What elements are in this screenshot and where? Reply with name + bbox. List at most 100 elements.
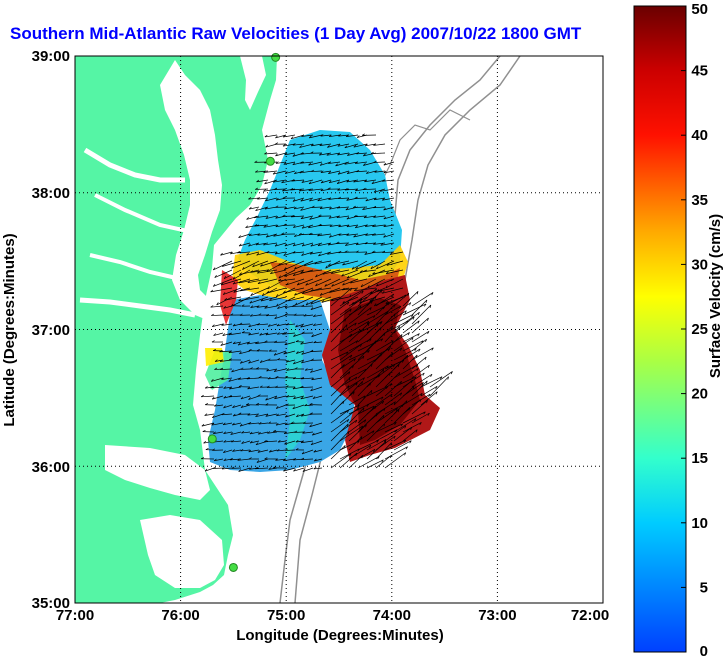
velocity-arrow: [309, 215, 323, 220]
velocity-arrow: [259, 359, 269, 363]
velocity-arrow: [329, 224, 341, 227]
velocity-arrow: [383, 206, 395, 211]
velocity-arrow-head: [257, 394, 261, 397]
velocity-arrow: [239, 242, 251, 247]
velocity-arrow-head: [406, 355, 409, 359]
velocity-arrow: [393, 364, 418, 379]
y-tick-label: 38:00: [32, 185, 70, 202]
velocity-arrow: [411, 364, 430, 379]
velocity-arrow: [265, 395, 278, 401]
velocity-arrow-head: [255, 442, 259, 446]
velocity-arrow-head: [337, 188, 341, 191]
velocity-arrow-head: [361, 381, 363, 385]
velocity-arrow-head: [360, 298, 363, 302]
velocity-arrow-head: [380, 290, 382, 294]
velocity-arrow-head: [368, 274, 371, 277]
velocity-arrow-head: [298, 188, 302, 192]
velocity-arrow-head: [302, 431, 306, 434]
velocity-arrow: [294, 260, 314, 270]
velocity-arrow-head: [353, 358, 356, 362]
velocity-arrow-head: [294, 171, 297, 175]
velocity-arrow: [239, 350, 251, 355]
colorbar-tick-label: 20: [691, 386, 708, 403]
velocity-arrow: [256, 305, 269, 308]
velocity-arrow: [310, 296, 332, 305]
velocity-arrow-head: [393, 401, 396, 405]
velocity-arrow-head: [213, 349, 217, 351]
velocity-arrow: [393, 386, 415, 406]
velocity-arrow: [344, 143, 359, 149]
velocity-arrow-head: [237, 458, 241, 461]
velocity-arrow-head: [363, 163, 366, 166]
velocity-arrow-head: [321, 300, 325, 303]
velocity-arrow: [331, 278, 350, 287]
velocity-arrow: [372, 269, 395, 275]
velocity-arrow: [205, 386, 215, 389]
velocity-arrow-head: [240, 396, 244, 400]
velocity-arrow: [357, 405, 375, 415]
velocity-arrow: [278, 269, 296, 279]
velocity-arrow: [201, 422, 215, 427]
velocity-arrow-head: [267, 431, 271, 434]
velocity-arrow: [214, 404, 224, 407]
velocity-arrow: [372, 224, 386, 228]
velocity-arrow-head: [305, 302, 309, 306]
velocity-arrow: [304, 404, 314, 407]
velocity-arrow: [291, 215, 305, 218]
velocity-arrow-head: [346, 216, 350, 220]
velocity-arrow-head: [341, 287, 345, 291]
velocity-arrow-head: [391, 340, 394, 344]
velocity-arrow-head: [258, 376, 262, 379]
velocity-arrow-head: [283, 162, 287, 165]
velocity-arrow: [308, 161, 323, 166]
velocity-arrow-head: [423, 411, 426, 415]
velocity-arrow-head: [301, 134, 305, 137]
velocity-arrow: [239, 287, 260, 292]
velocity-arrow-head: [346, 324, 348, 328]
velocity-arrow-head: [417, 320, 420, 324]
velocity-arrow-head: [308, 162, 312, 166]
velocity-arrow-head: [258, 313, 262, 316]
velocity-arrow: [290, 134, 305, 140]
velocity-arrow-head: [266, 290, 270, 294]
velocity-arrow: [355, 260, 377, 270]
velocity-arrow-head: [355, 188, 358, 192]
velocity-arrow-head: [213, 404, 217, 407]
velocity-arrow-head: [290, 136, 294, 140]
velocity-arrow-head: [238, 298, 242, 302]
velocity-arrow-head: [317, 243, 321, 247]
velocity-arrow-head: [295, 439, 299, 443]
velocity-arrow: [348, 322, 370, 343]
velocity-arrow: [223, 404, 233, 409]
colorbar: 0 5 10 15 20 25 30 35 40 45 50 Surface Velocity (c…: [633, 1, 724, 659]
velocity-arrow: [275, 134, 287, 139]
velocity-arrow: [220, 368, 233, 370]
velocity-arrow: [277, 332, 287, 335]
velocity-arrow-head: [370, 151, 374, 154]
velocity-arrow-head: [293, 376, 296, 380]
velocity-arrow: [329, 287, 350, 293]
velocity-arrow: [210, 386, 224, 389]
velocity-arrow: [348, 436, 363, 451]
velocity-arrow-head: [270, 271, 273, 274]
velocity-arrow-head: [300, 198, 304, 202]
velocity-arrow: [339, 290, 364, 307]
velocity-arrow: [213, 431, 224, 434]
velocity-arrow-head: [246, 403, 250, 406]
velocity-arrow-head: [353, 391, 355, 395]
velocity-arrow-head: [259, 360, 263, 363]
velocity-arrow-head: [238, 235, 241, 238]
velocity-arrow-head: [338, 233, 342, 236]
velocity-arrow: [317, 233, 332, 237]
velocity-arrow: [411, 380, 428, 397]
velocity-arrow-head: [375, 288, 377, 292]
velocity-arrow-head: [400, 347, 403, 351]
velocity-arrow-head: [357, 440, 360, 444]
velocity-arrow: [393, 302, 411, 316]
velocity-arrow: [310, 287, 332, 292]
velocity-arrow: [310, 242, 323, 247]
velocity-arrow-head: [248, 457, 252, 460]
velocity-arrow: [283, 458, 296, 462]
velocity-arrow-head: [266, 385, 270, 388]
velocity-arrow-head: [407, 332, 410, 336]
